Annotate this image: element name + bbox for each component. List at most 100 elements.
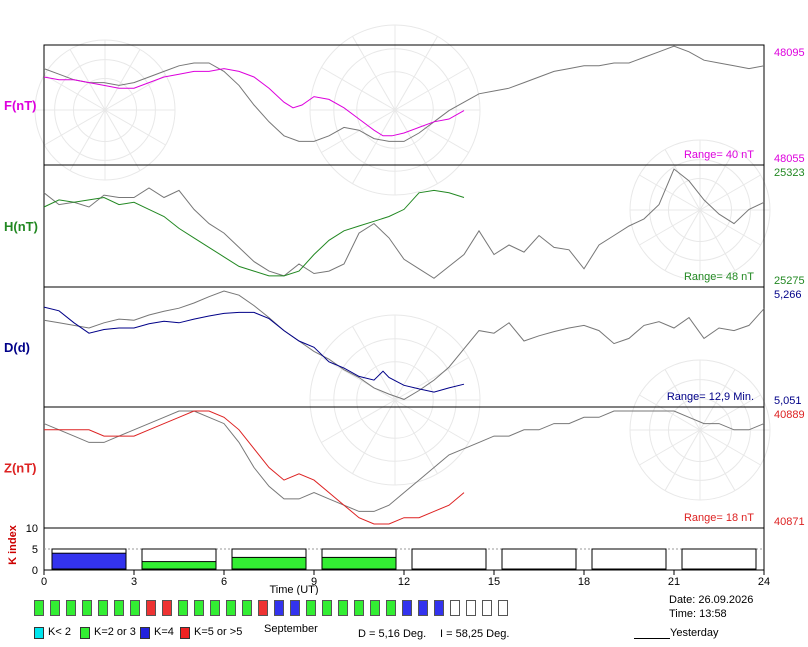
k-legend-swatch	[80, 627, 90, 639]
month-day-box	[258, 600, 268, 616]
legend-bar: September K< 2 K=2 or 3 K=4 K=5 or >5 D = 5…	[0, 594, 808, 647]
month-day-box	[370, 600, 380, 616]
k-index-bar-slot	[411, 548, 487, 570]
month-day-box	[322, 600, 332, 616]
k-legend-swatch	[140, 627, 150, 639]
month-day-box	[82, 600, 92, 616]
month-day-box	[34, 600, 44, 616]
month-day-box	[242, 600, 252, 616]
panel-range-D: Range= 12,9 Min.	[667, 391, 754, 403]
yesterday-label: Yesterday	[670, 627, 719, 639]
k-index-bar	[231, 556, 307, 570]
panel-max-H: 25323	[774, 167, 805, 179]
panel-label-Z: Z(nT)	[4, 461, 36, 476]
month-day-box	[50, 600, 60, 616]
declination-value: D = 5,16 Deg.	[358, 628, 427, 640]
panel-max-D: 5,266	[774, 289, 802, 301]
month-day-box	[466, 600, 476, 616]
panel-label-F: F(nT)	[4, 98, 36, 113]
yesterday-line-sample	[634, 638, 670, 639]
month-day-box	[98, 600, 108, 616]
panel-min-Z: 40871	[774, 516, 805, 528]
k-legend-swatch	[180, 627, 190, 639]
series-D-today	[43, 306, 465, 393]
k-index-tick: 0	[32, 565, 38, 577]
month-day-box	[162, 600, 172, 616]
month-day-box	[274, 600, 284, 616]
month-day-box	[354, 600, 364, 616]
month-day-box	[434, 600, 444, 616]
x-tick-label: 21	[668, 576, 680, 588]
k-legend-label: K=5 or >5	[194, 626, 243, 638]
month-day-box	[498, 600, 508, 616]
panel-range-F: Range= 40 nT	[684, 149, 754, 161]
x-tick-label: 18	[578, 576, 590, 588]
watermark-rose	[309, 314, 481, 486]
x-tick-label: 24	[758, 576, 770, 588]
watermark-rose	[629, 139, 771, 281]
panel-min-H: 25275	[774, 275, 805, 287]
series-D-yesterday	[43, 290, 765, 400]
panel-max-Z: 40889	[774, 409, 805, 421]
month-day-box	[290, 600, 300, 616]
panel-label-H: H(nT)	[4, 219, 38, 234]
k-index-bar-slot	[591, 548, 667, 570]
x-tick-label: 12	[398, 576, 410, 588]
series-H-today	[43, 189, 465, 277]
month-day-box	[178, 600, 188, 616]
watermark-rose	[629, 359, 771, 501]
inclination-value: I = 58,25 Deg.	[440, 628, 510, 640]
panel-max-F: 48095	[774, 47, 805, 59]
panel-min-F: 48055	[774, 153, 805, 165]
watermark-rose	[34, 39, 176, 181]
magnetogram-chart: F(nT) 48095 48055 Range= 40 nT H(nT) 25323 252…	[4, 24, 805, 595]
k-legend-swatch	[34, 627, 44, 639]
panel-frame-H	[43, 164, 765, 288]
k-index-axis-label: 10	[26, 523, 38, 535]
month-day-box	[194, 600, 204, 616]
k-index-bar	[51, 552, 127, 570]
k-index-bar-slot	[501, 548, 577, 570]
k-legend-label: K< 2	[48, 626, 71, 638]
k-index-tick: 5	[32, 544, 38, 556]
panel-range-Z: Range= 18 nT	[684, 512, 754, 524]
month-day-box	[418, 600, 428, 616]
k-index-bar-slot	[681, 548, 757, 570]
month-day-box	[338, 600, 348, 616]
series-F-today	[43, 68, 465, 137]
series-H-yesterday	[43, 168, 765, 279]
x-axis-label: Time (UT)	[269, 584, 318, 595]
x-tick-label: 6	[221, 576, 227, 588]
month-day-box	[402, 600, 412, 616]
x-tick-label: 3	[131, 576, 137, 588]
k-index-bar	[321, 556, 397, 570]
month-label: September	[264, 623, 318, 635]
x-tick-label: 9	[311, 576, 317, 588]
month-day-box	[146, 600, 156, 616]
month-day-box	[482, 600, 492, 616]
month-day-box	[226, 600, 236, 616]
panel-label-D: D(d)	[4, 340, 30, 355]
month-day-box	[210, 600, 220, 616]
month-day-box	[450, 600, 460, 616]
month-day-box	[66, 600, 76, 616]
x-tick-label: 0	[41, 576, 47, 588]
k-index-bar	[141, 561, 217, 570]
series-Z-yesterday	[43, 410, 765, 512]
k-index-label: K index	[7, 524, 19, 565]
series-F-yesterday	[43, 45, 765, 142]
date-value: Date: 26.09.2026	[669, 594, 754, 606]
panel-frame-Z	[43, 406, 765, 529]
month-day-box	[130, 600, 140, 616]
month-day-box	[114, 600, 124, 616]
month-day-box	[306, 600, 316, 616]
panel-min-D: 5,051	[774, 395, 802, 407]
series-Z-today	[44, 410, 465, 525]
panel-range-H: Range= 48 nT	[684, 271, 754, 283]
time-value: Time: 13:58	[669, 608, 727, 620]
k-legend-label: K=2 or 3	[94, 626, 136, 638]
x-tick-label: 15	[488, 576, 500, 588]
watermark-rose	[309, 24, 481, 196]
month-day-box	[386, 600, 396, 616]
panel-frame-D	[43, 286, 765, 408]
